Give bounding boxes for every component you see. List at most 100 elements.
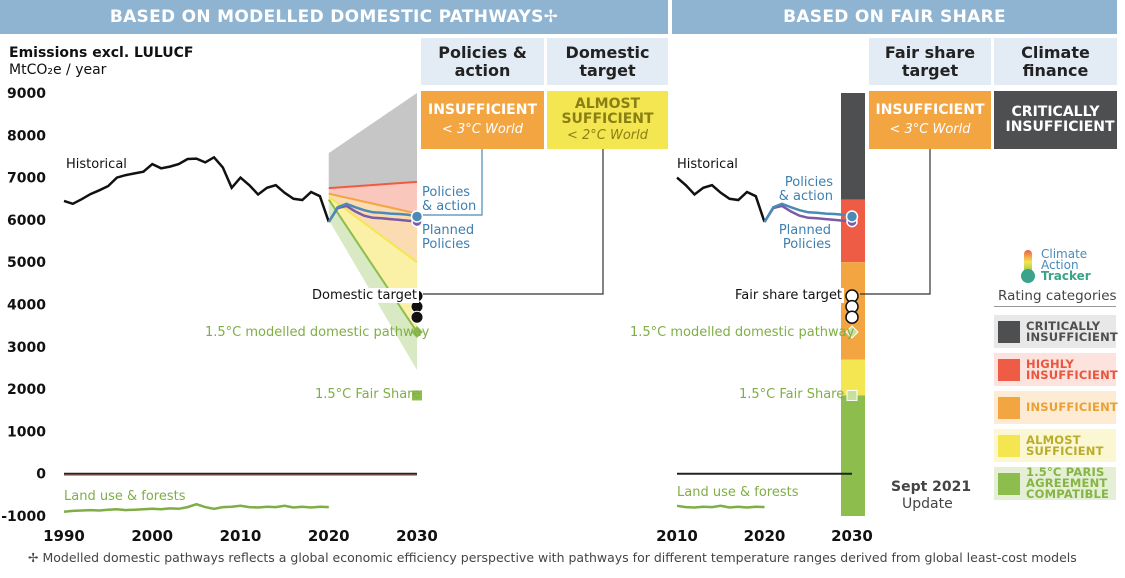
land-use-line xyxy=(63,502,329,514)
update-label: Update xyxy=(902,496,953,512)
label-landuse-right: Land use & forests xyxy=(677,485,799,500)
y-tick-label: 5000 xyxy=(7,255,46,271)
header-policies: Policies & action xyxy=(421,38,544,85)
boundary-paris xyxy=(327,199,418,333)
fair-share-point xyxy=(412,390,422,401)
logo-line3: Tracker xyxy=(1041,269,1091,283)
label-fairshare15-left: 1.5°C Fair Share xyxy=(315,387,421,402)
label-pathway-right: 1.5°C modelled domestic pathway xyxy=(630,325,855,340)
y-tick-label: 4000 xyxy=(7,298,46,314)
label-domestic-target: Domestic target xyxy=(310,288,419,303)
y-tick-label: 0 xyxy=(36,467,46,483)
label-fairshare15-right: 1.5°C Fair Share xyxy=(739,387,845,402)
policies-action-point xyxy=(845,210,859,223)
rating-fairshare-world: < 3°C World xyxy=(889,122,971,137)
x-tick-label: 2000 xyxy=(131,527,173,545)
band-paris-compatible xyxy=(328,199,417,371)
rating-finance: CRITICALLY INSUFFICIENT xyxy=(994,91,1117,149)
x-tick-label: 2010 xyxy=(656,527,698,545)
fair-share-bar-segment-0 xyxy=(841,93,865,200)
x-tick-label: 2030 xyxy=(396,527,438,545)
boundary-insufficient xyxy=(328,192,418,215)
category-swatch xyxy=(998,472,1020,495)
historical-line xyxy=(676,176,766,223)
policies-action-line xyxy=(763,202,853,223)
category-swatch xyxy=(998,358,1020,381)
band-critically-insufficient xyxy=(328,93,417,189)
y-tick-label: 7000 xyxy=(7,171,46,187)
label-policies-left: Policies & action xyxy=(422,185,477,214)
rating-fairshare-label: INSUFFICIENT xyxy=(875,102,985,118)
logo-line2: Action xyxy=(1041,258,1079,272)
y-tick-label: 1000 xyxy=(7,424,46,440)
x-tick-label: 2020 xyxy=(744,527,786,545)
category-0: CRITICALLY INSUFFICIENT xyxy=(994,315,1118,348)
rating-policies-world: < 3°C World xyxy=(441,122,524,137)
label-planned-right: Planned Policies xyxy=(778,223,831,252)
y-axis-title: Emissions excl. LULUCF xyxy=(9,45,194,61)
planned-policies-line xyxy=(327,204,418,223)
domestic-target-point xyxy=(410,310,424,324)
label-historical-right: Historical xyxy=(677,157,738,172)
label-planned-left: Planned Policies xyxy=(422,223,475,252)
fair-share-point xyxy=(846,389,858,401)
category-swatch xyxy=(998,320,1020,343)
y-tick-label: 8000 xyxy=(7,128,46,144)
category-4: 1.5°C PARIS AGREEMENT COMPATIBLE xyxy=(994,465,1116,501)
label-fairshare-target: Fair share target xyxy=(733,288,845,303)
category-1: HIGHLY INSUFFICIENT xyxy=(994,353,1118,386)
rating-finance-label: CRITICALLY INSUFFICIENT xyxy=(1005,104,1115,135)
y-tick-label: -1000 xyxy=(1,509,46,525)
band-highly-insufficient xyxy=(328,181,417,214)
category-label: INSUFFICIENT xyxy=(1026,400,1118,414)
left-chart: -1000 0 1000 2000 3000 4000 5000 6000 7000 8000 90… xyxy=(1,86,438,545)
label-policies-right: Policies & action xyxy=(778,175,833,204)
category-swatch xyxy=(998,396,1020,419)
land-use-line xyxy=(676,504,765,509)
label-landuse-left: Land use & forests xyxy=(64,489,186,504)
fair-share-bar-segment-4 xyxy=(841,395,865,516)
rating-policies: INSUFFICIENT < 3°C World xyxy=(421,91,544,149)
label-pathway-left: 1.5°C modelled domestic pathway xyxy=(205,325,430,340)
categories-title: Rating categories xyxy=(998,288,1117,304)
category-3: ALMOST SUFFICIENT xyxy=(994,429,1116,462)
category-label: CRITICALLY INSUFFICIENT xyxy=(1026,318,1118,344)
y-tick-label: 2000 xyxy=(7,382,46,398)
right-chart: 2010 2020 2030 xyxy=(656,93,873,545)
x-tick-label: 1990 xyxy=(43,527,85,545)
y-tick-label: 6000 xyxy=(7,213,46,229)
label-historical-left: Historical xyxy=(66,157,127,172)
right-banner: BASED ON FAIR SHARE xyxy=(672,0,1117,34)
rating-domestic-world: < 2°C World xyxy=(566,128,649,143)
categories-rule xyxy=(994,306,1116,307)
category-label: 1.5°C PARIS AGREEMENT COMPATIBLE xyxy=(1026,465,1110,501)
y-tick-label: 3000 xyxy=(7,340,46,356)
rating-policies-label: INSUFFICIENT xyxy=(427,102,538,118)
x-tick-label: 2010 xyxy=(220,527,262,545)
fair-share-bar-segment-1 xyxy=(841,199,865,263)
policies-action-point xyxy=(410,210,424,223)
planned-policies-line xyxy=(763,204,853,223)
cat-logo: Climate Action Tracker xyxy=(1018,248,1118,286)
header-finance: Climate finance xyxy=(994,38,1117,85)
fair-share-target-point xyxy=(845,310,859,324)
y-axis-unit: MtCO₂e / year xyxy=(9,62,107,78)
x-tick-label: 2030 xyxy=(831,527,873,545)
header-fairshare: Fair share target xyxy=(869,38,991,85)
rating-domestic-label: ALMOST SUFFICIENT xyxy=(561,96,654,127)
category-label: ALMOST SUFFICIENT xyxy=(1026,432,1104,458)
header-domestic: Domestic target xyxy=(547,38,668,85)
x-tick-label: 2020 xyxy=(308,527,350,545)
category-2: INSUFFICIENT xyxy=(994,391,1118,424)
historical-line xyxy=(63,155,330,223)
y-tick-label: 9000 xyxy=(7,86,46,102)
footnote: ✢ Modelled domestic pathways reflects a … xyxy=(28,550,1077,565)
boundary-highly xyxy=(328,180,418,190)
modelled-pathway-point xyxy=(411,325,423,338)
modelled-pathway-point xyxy=(845,325,859,339)
left-banner: BASED ON MODELLED DOMESTIC PATHWAYS✢ xyxy=(0,0,668,34)
fair-share-bar-segment-3 xyxy=(841,359,865,396)
rating-domestic: ALMOST SUFFICIENT < 2°C World xyxy=(547,91,668,149)
policies-action-line xyxy=(327,202,418,223)
